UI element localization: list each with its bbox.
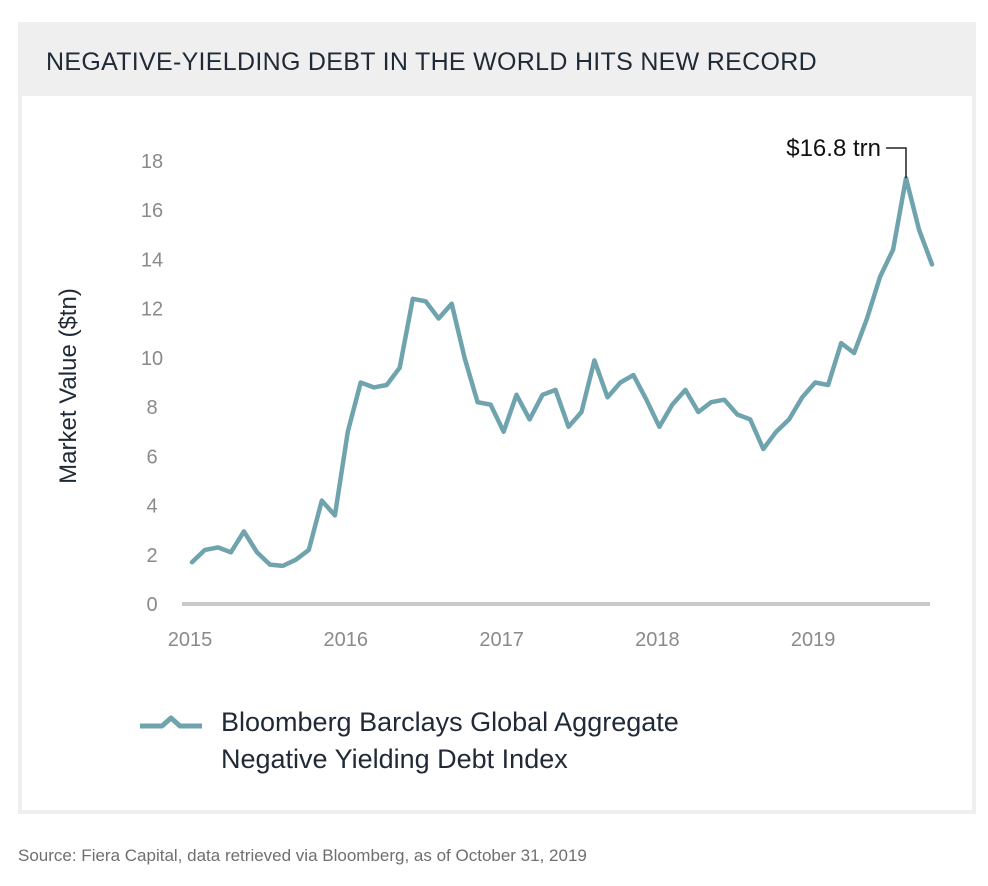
data-point [268,563,272,567]
x-tick-label: 2015 [168,629,213,651]
data-point [683,388,687,392]
y-tick-label: 12 [141,299,163,321]
data-point [229,550,233,554]
data-point [437,317,441,320]
data-point [476,400,480,404]
y-tick-label: 2 [146,545,157,567]
data-point [787,417,791,421]
series-points [190,176,934,568]
data-point [592,358,596,362]
data-point [372,385,376,389]
data-point [190,560,194,564]
data-point [385,383,389,387]
data-point [618,381,622,384]
data-point [294,558,298,562]
data-point [657,425,661,429]
data-point [644,398,648,402]
data-point [813,381,817,384]
data-point [242,529,246,533]
data-point [567,425,570,429]
data-point [281,564,285,568]
data-point [307,548,311,552]
data-point [346,430,350,434]
data-point [216,545,220,549]
data-point [333,513,337,517]
x-tick-label: 2016 [324,629,369,651]
y-tick-label: 14 [141,249,163,271]
data-point [696,410,700,414]
legend: Bloomberg Barclays Global Aggregate Nega… [140,707,679,774]
y-axis-ticks: 0 2 4 6 8 10 12 14 16 18 [141,151,163,616]
x-tick-label: 2017 [479,629,524,651]
data-point [411,297,415,301]
x-axis-ticks: 2015 2016 2017 2018 2019 [168,629,836,651]
data-point [800,395,804,399]
legend-label-line-2: Negative Yielding Debt Index [221,744,568,774]
y-axis-label: Market Value ($tn) [55,288,82,484]
data-point [515,393,518,397]
data-point [580,410,583,414]
x-tick-label: 2019 [791,629,836,651]
data-point [631,373,635,377]
data-point [670,403,674,407]
y-tick-label: 18 [141,151,163,173]
data-point [320,499,324,503]
y-tick-label: 10 [141,348,163,370]
data-point [606,395,609,399]
annotation-leader-line [885,147,907,179]
data-point [203,548,207,552]
data-point [891,248,895,252]
y-tick-label: 16 [141,200,163,222]
line-chart: 0 2 4 6 8 10 12 14 16 18 2015 2016 2017 2018 2019 Mar… [55,135,935,774]
data-point [424,299,428,303]
data-point [255,550,259,554]
data-point [878,275,882,279]
data-point [748,417,752,421]
legend-label-line-1: Bloomberg Barclays Global Aggregate [221,707,679,737]
data-point [709,400,713,404]
data-point [761,447,765,451]
data-point [852,351,856,355]
data-point [722,398,726,402]
data-point [450,302,454,306]
data-point [826,383,830,387]
legend-swatch-icon [140,715,202,729]
source-note: Source: Fiera Capital, data retrieved vi… [18,846,587,865]
data-point [774,430,778,434]
data-point [735,413,739,416]
data-point [398,366,402,370]
peak-annotation: $16.8 trn [786,135,881,162]
y-tick-label: 6 [146,446,157,468]
data-point [489,403,493,407]
data-point [463,356,467,360]
data-point [839,341,843,345]
y-tick-label: 8 [146,397,157,419]
chart-title: NEGATIVE-YIELDING DEBT IN THE WORLD HITS… [46,48,817,76]
data-point [917,228,921,232]
chart-panel: NEGATIVE-YIELDING DEBT IN THE WORLD HITS… [18,22,976,814]
data-point [528,417,532,421]
data-point [865,317,869,320]
y-tick-label: 4 [146,496,157,518]
data-point [554,388,557,392]
y-tick-label: 0 [146,594,157,616]
data-point [502,430,506,434]
chart-area: 0 2 4 6 8 10 12 14 16 18 2015 2016 2017 2018 2019 Mar… [22,96,972,810]
title-bar: NEGATIVE-YIELDING DEBT IN THE WORLD HITS… [18,22,976,96]
data-point [359,381,363,384]
series-line [189,175,935,569]
data-point [541,393,544,397]
data-point [930,262,934,266]
x-tick-label: 2018 [635,629,680,651]
